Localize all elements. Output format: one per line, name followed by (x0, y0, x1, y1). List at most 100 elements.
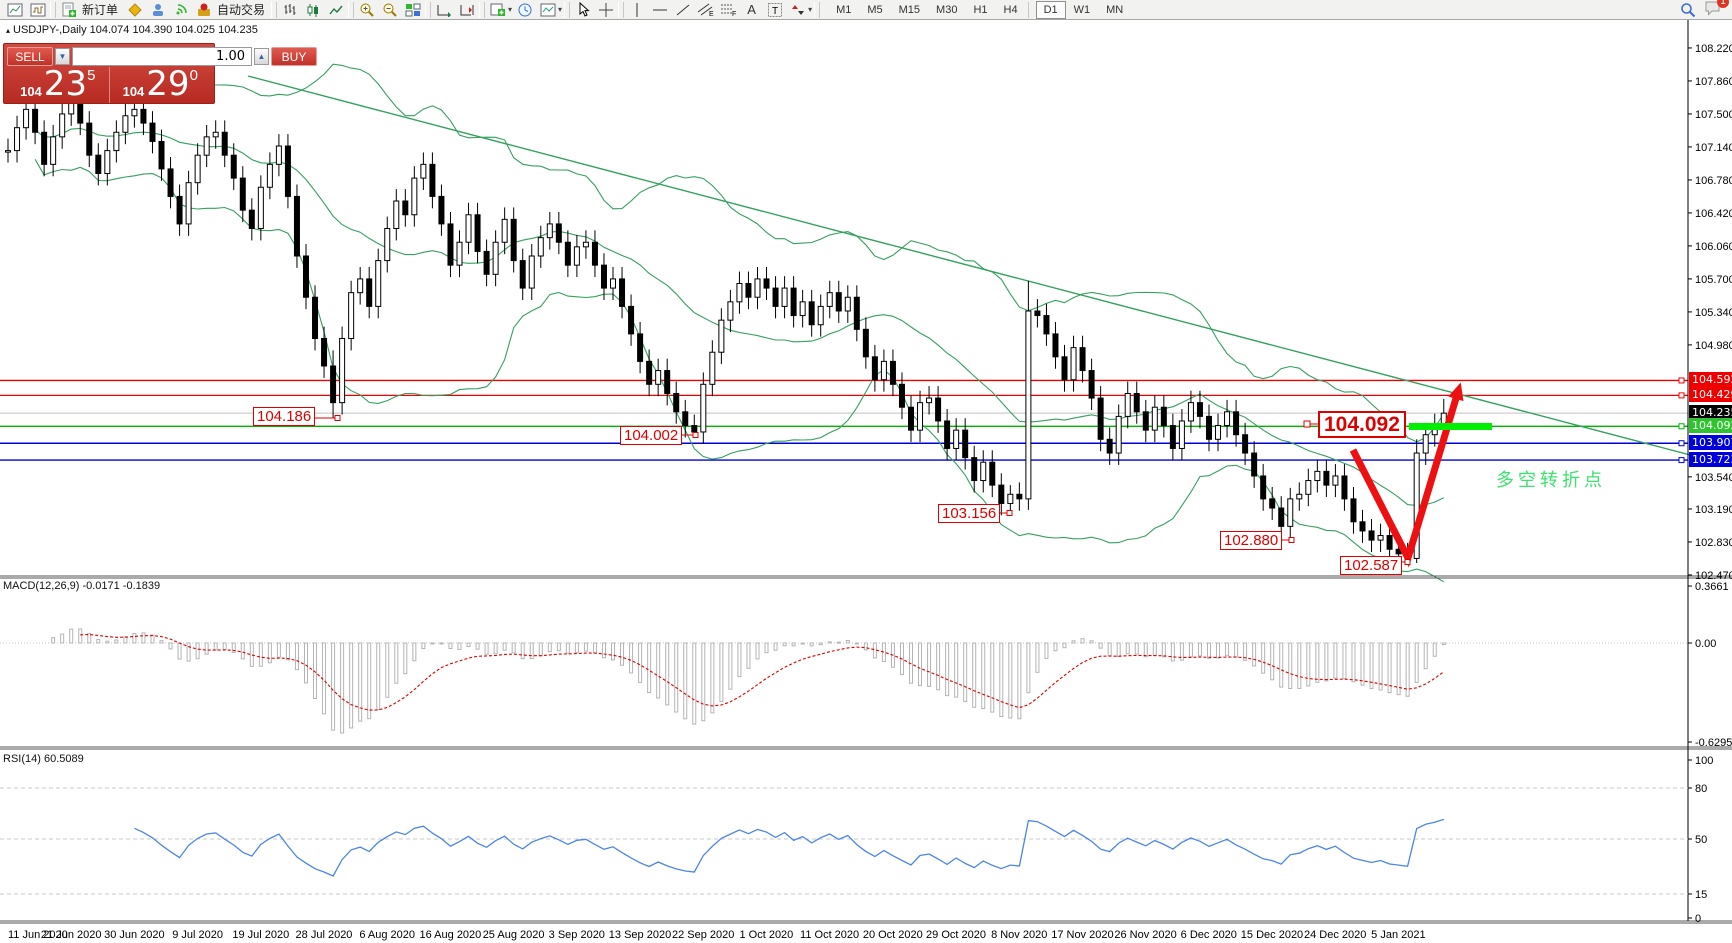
tab-timeframe-M30[interactable]: M30 (936, 3, 958, 16)
bar-chart-type-icon[interactable] (279, 1, 300, 19)
svg-text:28 Jul 2020: 28 Jul 2020 (296, 929, 353, 941)
price-annotation-box[interactable]: 104.002 (620, 426, 683, 445)
text-label-tool-icon[interactable]: T (764, 1, 785, 19)
tab-timeframe-H4[interactable]: H4 (1003, 3, 1018, 16)
lot-decrease-button[interactable]: ▼ (55, 48, 70, 65)
trendline-tool-icon[interactable] (672, 1, 693, 19)
autotrade-label[interactable]: 自动交易 (217, 3, 266, 17)
toolbar-separator (50, 1, 56, 18)
crosshair-tool-icon[interactable] (595, 1, 616, 19)
arrows-dropdown-icon[interactable]: ▾ (808, 5, 813, 14)
tab-timeframe-M15[interactable]: M15 (898, 3, 921, 16)
arrows-tool-icon[interactable] (787, 1, 808, 19)
buy-button[interactable]: BUY (271, 47, 317, 66)
tab-timeframe-MN[interactable]: MN (1106, 3, 1124, 16)
signals-icon[interactable] (170, 1, 191, 19)
zoom-in-icon[interactable] (356, 1, 377, 19)
price-annotation-box[interactable]: 103.156 (938, 504, 1001, 523)
svg-text:17 Nov 2020: 17 Nov 2020 (1051, 929, 1113, 941)
svg-text:E: E (709, 11, 714, 17)
svg-text:13 Sep 2020: 13 Sep 2020 (609, 929, 671, 941)
svg-text:0.3661: 0.3661 (1695, 581, 1729, 593)
chart-shift-icon[interactable] (456, 1, 477, 19)
svg-text:T: T (772, 6, 778, 17)
tab-timeframe-D1[interactable]: D1 (1035, 0, 1066, 19)
vertical-line-tool-icon[interactable] (626, 1, 647, 19)
text-tool-icon[interactable]: A (747, 2, 756, 17)
zoom-out-icon[interactable] (379, 1, 400, 19)
profiles-icon[interactable] (537, 1, 558, 19)
tick-chart-icon[interactable] (27, 1, 48, 19)
new-chart-icon[interactable] (487, 1, 508, 19)
period-clock-icon[interactable] (514, 1, 535, 19)
svg-text:105.340: 105.340 (1695, 307, 1732, 319)
timeframe-group: M1 M5 M15 M30 H1 H4 D1 W1 MN (828, 0, 1131, 19)
svg-text:107.140: 107.140 (1695, 142, 1732, 154)
svg-text:105.700: 105.700 (1695, 274, 1732, 286)
search-icon[interactable] (1677, 1, 1698, 19)
buy-price[interactable]: 104 29 0 (122, 64, 198, 104)
svg-text:30 Jun 2020: 30 Jun 2020 (104, 929, 165, 941)
tab-timeframe-W1[interactable]: W1 (1073, 3, 1091, 16)
svg-text:108.220: 108.220 (1695, 43, 1732, 55)
price-annotation-box[interactable]: 102.880 (1220, 531, 1283, 550)
lot-size-input[interactable] (72, 47, 252, 66)
lot-increase-button[interactable]: ▲ (254, 48, 269, 65)
svg-text:22 Sep 2020: 22 Sep 2020 (672, 929, 734, 941)
price-tag-current: 104.235 (1689, 405, 1732, 421)
svg-text:24 Dec 2020: 24 Dec 2020 (1304, 929, 1366, 941)
horizontal-line-tool-icon[interactable] (649, 1, 670, 19)
chart-window-icon[interactable] (4, 1, 25, 19)
line-chart-type-icon[interactable] (325, 1, 346, 19)
price-annotation-box[interactable]: 102.587 (1340, 556, 1403, 575)
autotrade-icon[interactable] (193, 1, 214, 19)
chinese-note-label[interactable]: 多空转折点 (1496, 470, 1606, 490)
svg-text:11 Oct 2020: 11 Oct 2020 (800, 929, 859, 941)
fibonacci-tool-icon[interactable]: F (718, 1, 739, 19)
new-order-icon[interactable] (58, 1, 79, 19)
toolbar-separator (618, 1, 625, 18)
chat-button[interactable]: 1 (1704, 0, 1729, 19)
toolbar: 新订单 自动交易 ▾ (0, 0, 1732, 20)
svg-text:103.190: 103.190 (1695, 504, 1732, 516)
svg-text:9 Jul 2020: 9 Jul 2020 (172, 929, 223, 941)
sell-price[interactable]: 104 23 5 (7, 67, 110, 103)
sell-button[interactable]: SELL (7, 47, 53, 66)
tab-timeframe-M1[interactable]: M1 (836, 3, 852, 16)
publish-chart-icon[interactable] (147, 1, 168, 19)
price-annotation-box[interactable]: 104.186 (253, 407, 316, 426)
notification-badge: 1 (1717, 0, 1729, 8)
svg-text:80: 80 (1695, 783, 1707, 795)
profiles-dropdown-icon[interactable]: ▾ (558, 5, 563, 14)
tile-windows-icon[interactable] (402, 1, 423, 19)
cursor-tool-icon[interactable] (572, 1, 593, 19)
svg-text:F: F (732, 11, 736, 17)
toolbar-separator (479, 1, 486, 18)
svg-text:29 Oct 2020: 29 Oct 2020 (926, 929, 986, 941)
macd-label: MACD(12,26,9) -0.0171 -0.1839 (3, 580, 161, 592)
svg-text:6 Dec 2020: 6 Dec 2020 (1181, 929, 1237, 941)
new-order-label[interactable]: 新订单 (82, 3, 119, 17)
svg-text:103.540: 103.540 (1695, 472, 1732, 484)
candlestick-type-icon[interactable] (302, 1, 323, 19)
svg-text:102.830: 102.830 (1695, 537, 1732, 549)
svg-text:15 Dec 2020: 15 Dec 2020 (1241, 929, 1303, 941)
market-icon[interactable] (124, 1, 145, 19)
collapse-triangle-icon[interactable]: ▴ (6, 26, 11, 35)
tab-timeframe-M5[interactable]: M5 (867, 3, 883, 16)
svg-text:15: 15 (1695, 889, 1707, 901)
svg-text:106.780: 106.780 (1695, 175, 1732, 187)
key-level-label[interactable]: 104.092 (1318, 411, 1406, 438)
new-chart-dropdown-icon[interactable]: ▾ (508, 5, 513, 14)
svg-text:100: 100 (1695, 755, 1713, 767)
toolbar-separator (814, 1, 821, 18)
svg-text:1 Oct 2020: 1 Oct 2020 (739, 929, 793, 941)
equidistant-channel-tool-icon[interactable]: E (695, 1, 716, 19)
tab-timeframe-H1[interactable]: H1 (973, 3, 988, 16)
toolbar-separator (425, 1, 432, 18)
arrange-windows-icon[interactable] (433, 1, 454, 19)
price-tag: 103.907 (1689, 435, 1732, 451)
